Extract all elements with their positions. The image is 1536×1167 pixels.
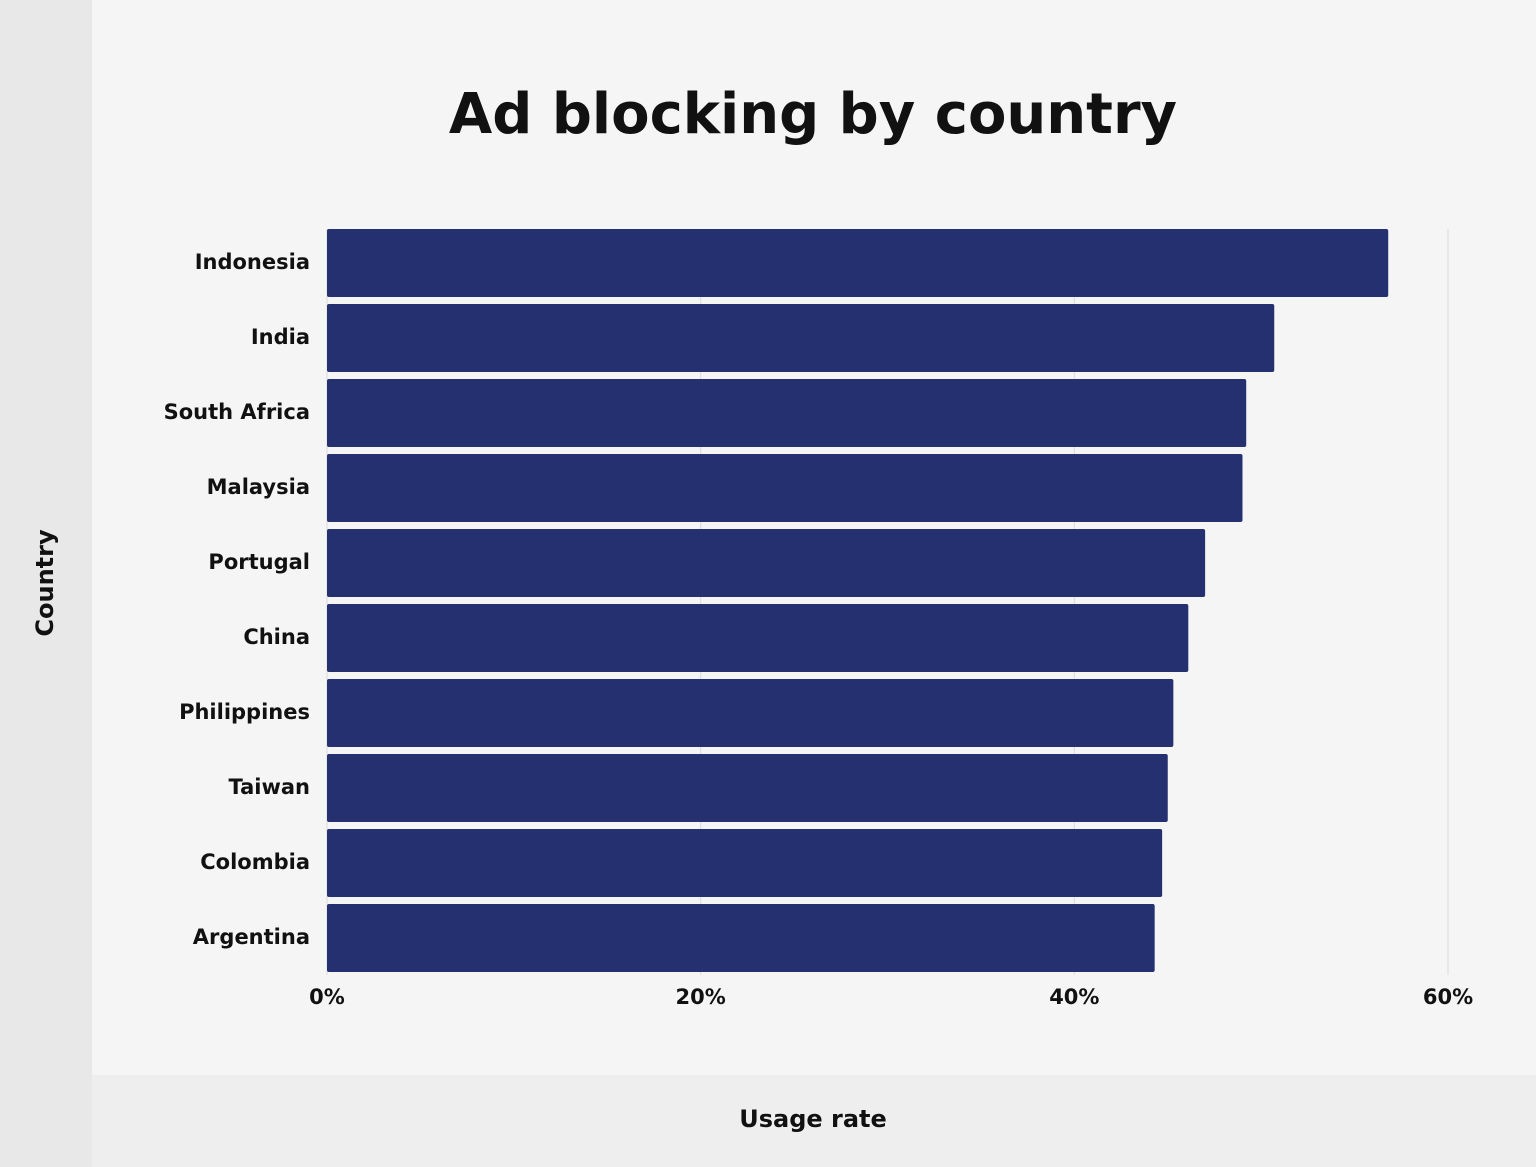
bar bbox=[327, 904, 1155, 972]
x-axis-label: Usage rate bbox=[739, 1105, 887, 1133]
x-tick-label: 0% bbox=[309, 985, 345, 1009]
bottom-strip bbox=[92, 1075, 1536, 1167]
x-tick-label: 40% bbox=[1049, 985, 1099, 1009]
y-tick-label: India bbox=[251, 325, 310, 349]
bar bbox=[327, 829, 1163, 897]
y-tick-label: Portugal bbox=[208, 550, 310, 574]
y-tick-label: Indonesia bbox=[195, 250, 310, 274]
y-tick-label: Malaysia bbox=[207, 475, 310, 499]
bar bbox=[327, 229, 1389, 297]
bar bbox=[327, 304, 1275, 372]
bar bbox=[327, 454, 1243, 522]
bars bbox=[327, 229, 1389, 972]
y-tick-label: Taiwan bbox=[228, 775, 310, 799]
bar bbox=[327, 604, 1189, 672]
y-tick-label: Colombia bbox=[200, 850, 310, 874]
bar bbox=[327, 529, 1206, 597]
y-tick-label: China bbox=[243, 625, 310, 649]
y-tick-label: Philippines bbox=[179, 700, 310, 724]
y-tick-label: Argentina bbox=[193, 925, 310, 949]
x-tick-label: 60% bbox=[1423, 985, 1473, 1009]
y-tick-label: South Africa bbox=[164, 400, 310, 424]
bar bbox=[327, 679, 1174, 747]
bar bbox=[327, 754, 1168, 822]
x-tick-label: 20% bbox=[676, 985, 726, 1009]
y-axis-label: Country bbox=[31, 529, 59, 637]
bar bbox=[327, 379, 1247, 447]
left-strip bbox=[0, 0, 92, 1167]
chart-title: Ad blocking by country bbox=[449, 82, 1177, 147]
